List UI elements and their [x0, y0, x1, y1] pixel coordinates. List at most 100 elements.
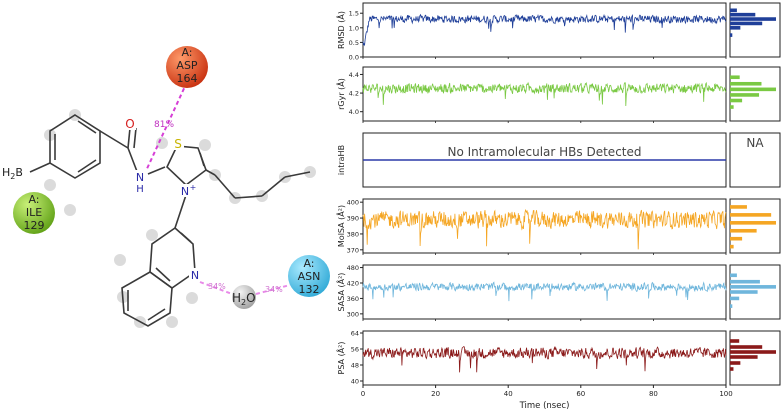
y-tick-label: 56: [351, 346, 359, 354]
y-tick-label: 390: [347, 215, 359, 223]
svg-text:ILE: ILE: [26, 206, 42, 219]
plot-frame: [362, 264, 727, 320]
svg-text:ASN: ASN: [298, 270, 321, 283]
hbond-asp-line: [144, 81, 188, 174]
intrahb-annotation: No Intramolecular HBs Detected: [448, 145, 642, 159]
plot-frame: [362, 198, 727, 254]
y-tick-label: 360: [347, 295, 359, 303]
y-tick-label: 480: [347, 264, 359, 272]
plot-frame: [362, 2, 727, 58]
water-bridge-asn-line: [255, 284, 291, 295]
hbond-asp-percent: 81%: [154, 120, 174, 130]
svg-text:H2O: H2O: [232, 291, 256, 307]
histogram-bar: [730, 87, 776, 92]
histogram-bar: [730, 296, 740, 301]
histogram-bar: [730, 367, 734, 371]
chart-panel-rmsd: RMSD (Å)0.0 0.5 1.0 1.5: [335, 2, 781, 62]
histogram-bar: [730, 93, 760, 97]
y-tick-label: 64: [351, 330, 359, 338]
histogram-na-label: NA: [746, 136, 764, 150]
y-tick-label: 420: [347, 280, 359, 288]
histogram-bar: [730, 221, 776, 225]
water-bridge-asn-percent: 34%: [265, 285, 283, 294]
y-axis-label: rGyr (Å): [335, 78, 346, 110]
x-tick-label: 20: [431, 390, 440, 398]
chart-panel-molsa: MolSA (Å²)370 380 390 400: [335, 198, 781, 255]
svg-text:129: 129: [24, 219, 45, 232]
histogram-bar: [730, 21, 763, 26]
histogram-bar: [730, 304, 733, 308]
x-tick-label: 40: [504, 390, 513, 398]
histogram-bar: [730, 81, 762, 86]
water-bridge-n-percent: 34%: [208, 282, 226, 291]
histogram-bar: [730, 361, 741, 365]
y-tick-label: 40: [351, 378, 359, 386]
series-line: [362, 346, 727, 373]
svg-text:132: 132: [299, 283, 320, 296]
histogram-bar: [730, 12, 756, 17]
histogram-bar: [730, 273, 737, 278]
y-tick-label: 4.4: [349, 71, 359, 79]
ligand-interaction-diagram: A: ASP 164 A: ILE 129 A: ASN 132 H2O O N…: [2, 46, 330, 328]
x-tick-label: 60: [576, 390, 585, 398]
y-axis-label: RMSD (Å): [335, 11, 346, 49]
water-molecule: H2O: [232, 285, 256, 309]
svg-text:A:: A:: [28, 193, 39, 206]
histogram-bar: [730, 8, 737, 13]
y-tick-label: 0.5: [349, 39, 359, 47]
histogram-bar: [730, 339, 740, 343]
y-tick-label: 4.0: [349, 108, 359, 116]
residue-asp164: A: ASP 164: [166, 46, 208, 88]
x-axis-label: Time (nsec): [519, 401, 570, 411]
y-tick-label: 380: [347, 230, 359, 238]
chart-panel-intrahb: intraHB No Intramolecular HBs Detected NA: [337, 132, 781, 188]
svg-text:+: +: [190, 183, 197, 192]
svg-text:O: O: [125, 117, 134, 131]
histogram-frame: [729, 2, 781, 58]
ligand-property-charts: RMSD (Å)0.0 0.5 1.0 1.5 rGyr (Å)4.0 4.2 4.4 int…: [335, 2, 781, 411]
histogram-bar: [730, 228, 757, 233]
residue-asn132: A: ASN 132: [288, 255, 330, 297]
histogram-bar: [730, 26, 741, 30]
histogram-bar: [730, 75, 740, 80]
x-tick-label: 100: [719, 390, 732, 398]
svg-text:S: S: [174, 137, 182, 151]
y-tick-label: 370: [347, 246, 359, 254]
y-tick-label: 1.5: [349, 10, 359, 18]
svg-text:N: N: [136, 171, 144, 184]
histogram-bar: [730, 285, 776, 289]
histogram-bar: [730, 345, 763, 349]
chart-panel-sasa: SASA (Å²)300 360 420 480: [335, 264, 781, 321]
histogram-bar: [730, 213, 772, 217]
plot-frame: [362, 330, 727, 386]
residue-ile129: A: ILE 129: [13, 192, 55, 234]
y-tick-label: 4.2: [349, 90, 359, 98]
histogram-bar: [730, 236, 743, 241]
y-tick-label: 1.0: [349, 24, 359, 32]
atom-labels: O N H S N + N H2B: [2, 117, 201, 282]
histogram-bar: [730, 205, 747, 209]
svg-text:A:: A:: [181, 46, 192, 59]
histogram-bar: [730, 98, 743, 103]
svg-text:ASP: ASP: [176, 59, 198, 72]
x-tick-label: 80: [649, 390, 658, 398]
histogram-frame: [729, 132, 781, 188]
svg-text:164: 164: [177, 72, 198, 85]
ligand-bonds: [29, 114, 311, 327]
histogram-bar: [730, 244, 734, 249]
histogram-frame: [729, 198, 781, 254]
series-line: [362, 13, 727, 47]
water-bridge-n-line: [199, 281, 233, 295]
histogram-bar: [730, 17, 776, 21]
chart-panel-psa: PSA (Å²) 40 48 56 64 0 20 40 60 80 100 Time (nsec): [335, 330, 781, 411]
svg-text:H: H: [136, 184, 144, 195]
svg-text:N: N: [181, 185, 189, 198]
y-axis-label: PSA (Å²): [335, 342, 346, 375]
svg-text:N: N: [191, 269, 199, 282]
series-line: [362, 208, 727, 250]
svg-text:H2B: H2B: [2, 166, 23, 181]
y-axis-label: MolSA (Å²): [335, 205, 346, 247]
histogram-bar: [730, 33, 733, 37]
histogram-bar: [730, 279, 760, 284]
